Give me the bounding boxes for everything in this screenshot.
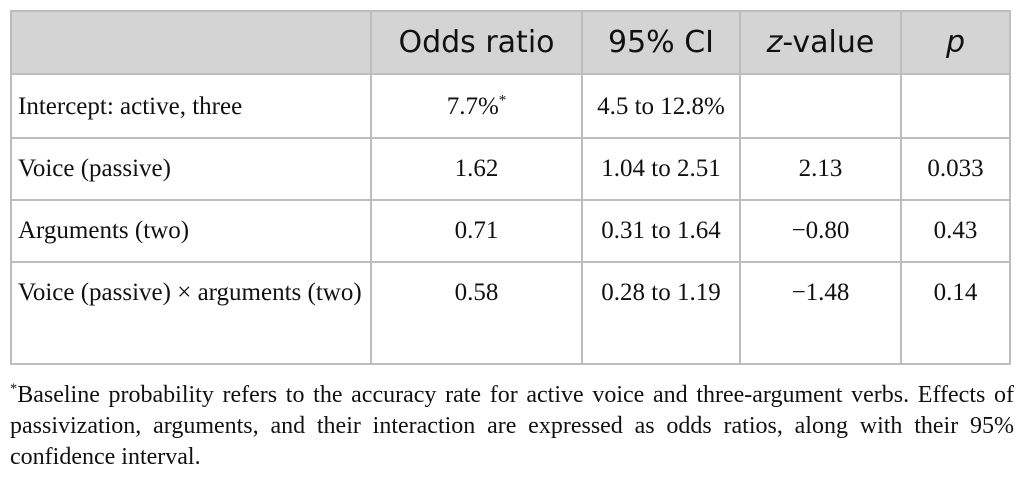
odds-ratio-table: Odds ratio 95% CI z-value p Intercept: a…	[10, 10, 1011, 365]
footnote-marker: *	[498, 92, 507, 109]
footnote-text: Baseline probability refers to the accur…	[10, 382, 1014, 470]
ci-cell: 0.31 to 1.64	[581, 199, 741, 263]
row-label: Intercept: active, three	[10, 73, 372, 139]
table-row: Intercept: active, three 7.7%* 4.5 to 12…	[10, 73, 1011, 139]
p-value-cell: 0.033	[900, 137, 1011, 201]
z-value-cell: −1.48	[739, 261, 902, 365]
p-value-cell: 0.14	[900, 261, 1011, 365]
header-z-value-suffix: -value	[782, 25, 875, 60]
results-table-container: Odds ratio 95% CI z-value p Intercept: a…	[10, 10, 1011, 365]
footnote-marker: *	[10, 381, 18, 397]
row-label: Voice (passive) × arguments (two)	[10, 261, 372, 365]
header-confidence-interval: 95% CI	[581, 10, 741, 75]
p-value-cell: 0.43	[900, 199, 1011, 263]
odds-ratio-value: 0.71	[454, 217, 499, 244]
ci-cell: 1.04 to 2.51	[581, 137, 741, 201]
z-value-cell	[739, 73, 902, 139]
odds-ratio-cell: 1.62	[370, 137, 583, 201]
odds-ratio-value: 0.58	[454, 279, 499, 306]
header-z-value: z-value	[739, 10, 902, 75]
p-value-cell	[900, 73, 1011, 139]
odds-ratio-cell: 7.7%*	[370, 73, 583, 139]
ci-cell: 0.28 to 1.19	[581, 261, 741, 365]
odds-ratio-cell: 0.71	[370, 199, 583, 263]
z-value-cell: −0.80	[739, 199, 902, 263]
odds-ratio-cell: 0.58	[370, 261, 583, 365]
ci-cell: 4.5 to 12.8%	[581, 73, 741, 139]
odds-ratio-value: 1.62	[454, 155, 499, 182]
table-header-row: Odds ratio 95% CI z-value p	[10, 10, 1011, 75]
table-row: Voice (passive) × arguments (two) 0.58 0…	[10, 261, 1011, 365]
row-label: Voice (passive)	[10, 137, 372, 201]
row-label: Arguments (two)	[10, 199, 372, 263]
table-row: Arguments (two) 0.71 0.31 to 1.64 −0.80 …	[10, 199, 1011, 263]
header-odds-ratio: Odds ratio	[370, 10, 583, 75]
z-value-cell: 2.13	[739, 137, 902, 201]
header-p-value: p	[900, 10, 1011, 75]
odds-ratio-value: 7.7%	[446, 93, 499, 120]
table-footnote: *Baseline probability refers to the accu…	[10, 380, 1014, 473]
table-row: Voice (passive) 1.62 1.04 to 2.51 2.13 0…	[10, 137, 1011, 201]
footnote-paragraph: *Baseline probability refers to the accu…	[10, 380, 1014, 473]
header-label-cell	[10, 10, 372, 75]
